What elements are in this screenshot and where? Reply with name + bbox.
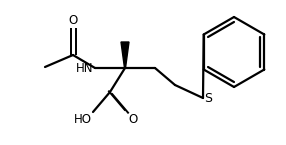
Polygon shape	[121, 42, 129, 68]
Text: O: O	[68, 14, 78, 27]
Text: S: S	[204, 91, 212, 105]
Text: HO: HO	[74, 113, 92, 126]
Text: HN: HN	[76, 61, 93, 75]
Text: O: O	[128, 113, 137, 126]
